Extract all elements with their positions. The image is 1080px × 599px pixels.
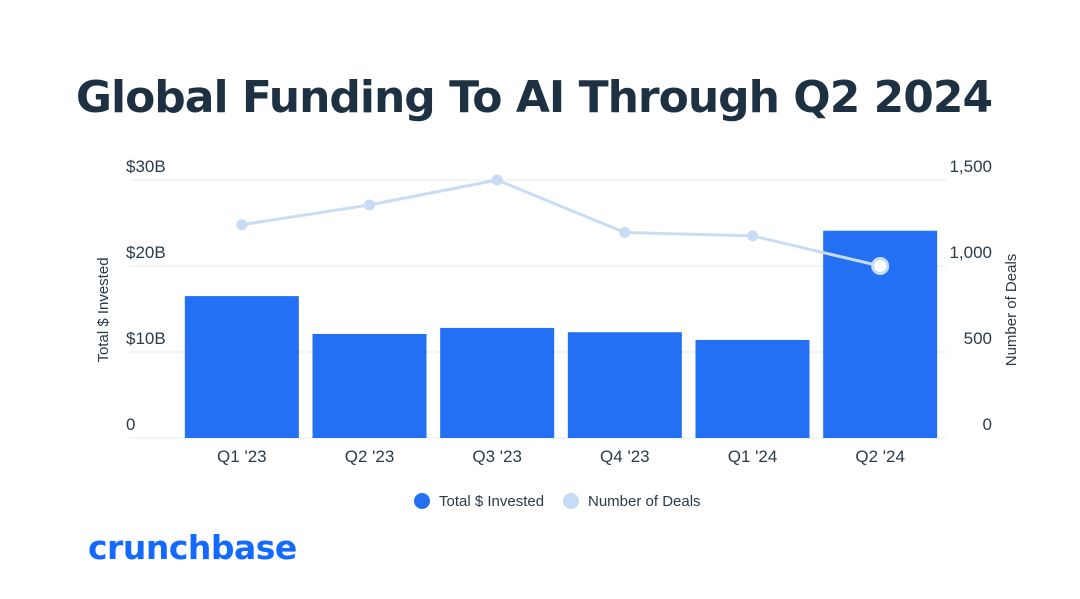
x-tick-label: Q1 '23 xyxy=(217,447,267,466)
bar xyxy=(440,327,555,438)
y-tick-label: $30B xyxy=(126,157,166,176)
deals-point xyxy=(619,226,631,238)
deals-point xyxy=(364,199,375,211)
x-axis-ticks: Q1 '23 Q2 '23 Q3 '23 Q4 '23 Q1 '24 Q2 '24 xyxy=(217,447,905,466)
legend-swatch-invested xyxy=(414,493,430,509)
y2-axis-ticks: 0 500 1,000 1,500 xyxy=(949,157,992,434)
deals-point xyxy=(747,230,758,242)
x-tick-label: Q2 '23 xyxy=(345,447,395,466)
bar xyxy=(184,296,299,438)
legend-label-invested: Total $ Invested xyxy=(439,493,544,510)
bar xyxy=(312,333,427,438)
y-tick-label: $20B xyxy=(126,243,166,262)
y-tick-label: 0 xyxy=(126,415,135,434)
y2-tick-label: 1,000 xyxy=(949,243,992,262)
crunchbase-logo: crunchbase xyxy=(88,528,297,567)
bar xyxy=(695,339,810,438)
legend-swatch-deals xyxy=(563,493,579,509)
deals-point xyxy=(491,174,503,186)
x-tick-label: Q3 '23 xyxy=(472,447,522,466)
y-axis-label: Total $ Invested xyxy=(95,257,112,362)
y-tick-label: $10B xyxy=(126,329,166,348)
legend: Total $ Invested Number of Deals xyxy=(414,493,701,510)
deals-point xyxy=(236,219,248,231)
deals-line xyxy=(241,178,881,268)
y2-axis-label: Number of Deals xyxy=(1003,254,1020,367)
deals-point xyxy=(871,257,890,275)
y2-tick-label: 500 xyxy=(964,329,992,348)
chart-title: Global Funding To AI Through Q2 2024 xyxy=(75,72,993,123)
y2-tick-label: 1,500 xyxy=(949,157,992,176)
bar xyxy=(567,332,682,438)
x-tick-label: Q1 '24 xyxy=(728,447,778,466)
x-tick-label: Q4 '23 xyxy=(600,447,650,466)
y-axis-ticks: 0 $10B $20B $30B xyxy=(126,157,166,434)
line-series xyxy=(236,174,890,275)
legend-label-deals: Number of Deals xyxy=(588,493,701,510)
bar-series xyxy=(184,230,938,438)
y2-tick-label: 0 xyxy=(983,415,992,434)
x-tick-label: Q2 '24 xyxy=(855,447,905,466)
